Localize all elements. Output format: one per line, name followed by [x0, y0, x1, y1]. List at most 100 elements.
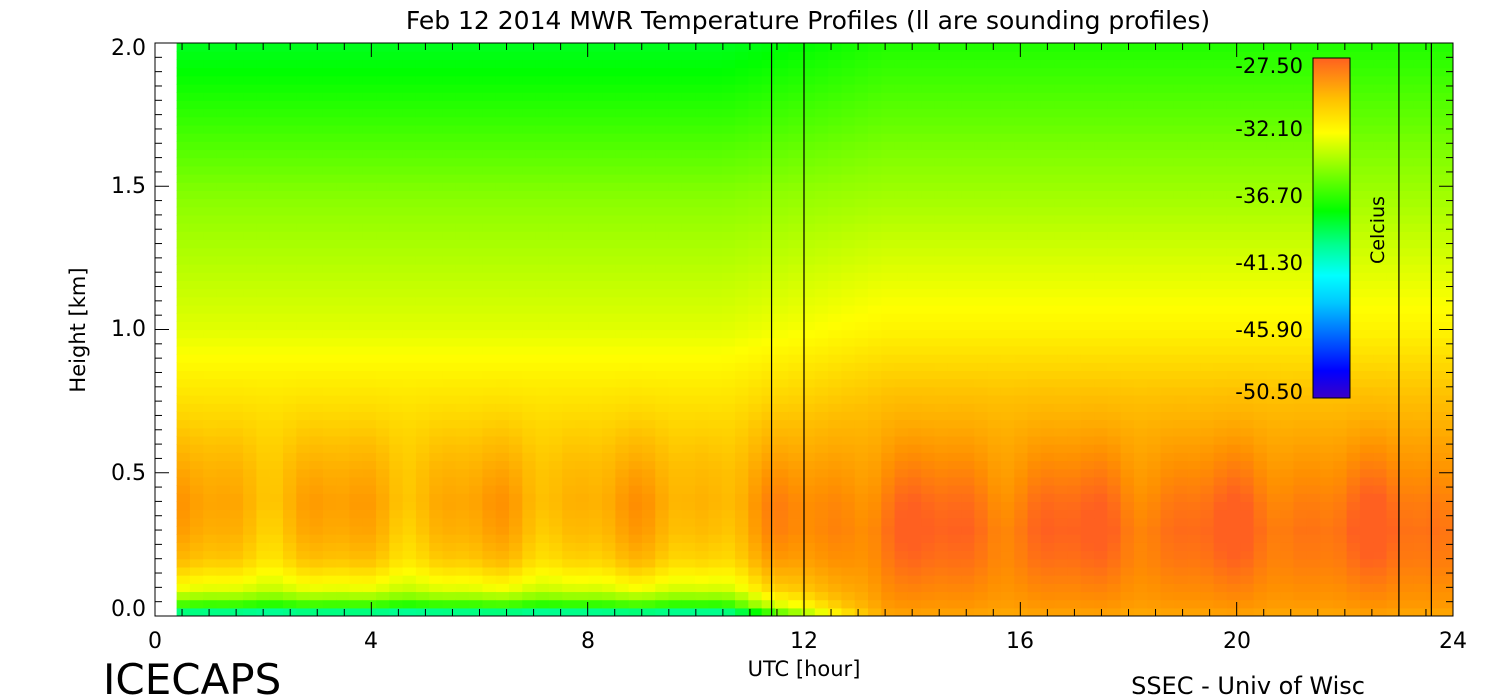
heatmap-cell: [442, 43, 457, 52]
heatmap-cell: [761, 239, 776, 249]
heatmap-cell: [1107, 542, 1122, 552]
heatmap-cell: [761, 468, 776, 478]
heatmap-cell: [907, 92, 922, 101]
heatmap-cell: [1027, 313, 1042, 322]
heatmap-cell: [588, 525, 603, 535]
heatmap-cell: [681, 231, 696, 241]
heatmap-cell: [641, 67, 656, 77]
heatmap-cell: [641, 468, 656, 478]
heatmap-cell: [921, 133, 936, 142]
heatmap-cell: [788, 133, 803, 142]
heatmap-cell: [442, 182, 457, 191]
heatmap-cell: [907, 59, 922, 69]
heatmap-cell: [389, 116, 404, 126]
heatmap-cell: [588, 452, 603, 462]
heatmap-cell: [628, 173, 643, 183]
heatmap-cell: [415, 124, 430, 134]
heatmap-cell: [748, 386, 763, 396]
heatmap-cell: [1000, 354, 1015, 363]
heatmap-cell: [655, 223, 670, 232]
heatmap-cell: [562, 542, 577, 552]
heatmap-cell: [1054, 354, 1069, 363]
heatmap-cell: [309, 288, 324, 298]
heatmap-cell: [482, 182, 497, 191]
heatmap-cell: [814, 108, 829, 118]
heatmap-cell: [1040, 452, 1055, 462]
heatmap-cell: [442, 583, 457, 593]
heatmap-cell: [841, 321, 856, 331]
heatmap-cell: [562, 264, 577, 273]
heatmap-cell: [721, 558, 736, 568]
heatmap-cell: [841, 288, 856, 298]
heatmap-cell: [735, 485, 749, 494]
heatmap-cell: [1067, 141, 1082, 151]
heatmap-cell: [961, 75, 975, 85]
heatmap-cell: [761, 378, 776, 388]
heatmap-cell: [189, 214, 204, 224]
heatmap-cell: [482, 337, 497, 347]
heatmap-cell: [482, 362, 497, 372]
heatmap-cell: [748, 493, 763, 502]
heatmap-cell: [322, 214, 337, 224]
heatmap-cell: [415, 476, 430, 486]
heatmap-cell: [309, 313, 324, 322]
heatmap-cell: [429, 100, 444, 110]
heatmap-cell: [854, 67, 869, 77]
heatmap-cell: [256, 141, 271, 151]
heatmap-cell: [628, 370, 643, 380]
heatmap-cell: [575, 452, 590, 462]
heatmap-cell: [243, 337, 258, 347]
heatmap-cell: [229, 92, 244, 101]
heatmap-cell: [283, 133, 297, 142]
heatmap-cell: [907, 411, 922, 421]
heatmap-cell: [721, 337, 736, 347]
heatmap-cell: [1000, 386, 1015, 396]
heatmap-cell: [429, 525, 444, 535]
heatmap-cell: [296, 141, 311, 151]
heatmap-cell: [588, 108, 603, 118]
heatmap-cell: [628, 591, 643, 601]
heatmap-cell: [602, 280, 616, 290]
heatmap-cell: [1040, 419, 1055, 429]
heatmap-cell: [322, 386, 337, 396]
heatmap-cell: [216, 247, 231, 257]
heatmap-cell: [455, 460, 470, 470]
heatmap-cell: [774, 108, 789, 118]
heatmap-cell: [708, 476, 723, 486]
heatmap-cell: [575, 116, 590, 126]
heatmap-cell: [469, 566, 484, 576]
heatmap-cell: [1067, 231, 1082, 241]
heatmap-cell: [442, 83, 457, 93]
heatmap-cell: [681, 255, 696, 265]
heatmap-cell: [761, 133, 776, 142]
heatmap-cell: [641, 534, 656, 543]
heatmap-cell: [894, 296, 909, 306]
heatmap-cell: [934, 255, 949, 265]
heatmap-cell: [655, 362, 670, 372]
heatmap-cell: [402, 509, 417, 519]
heatmap-cell: [495, 59, 510, 69]
heatmap-cell: [881, 116, 896, 126]
heatmap-cell: [1107, 108, 1122, 118]
heatmap-cell: [283, 386, 297, 396]
heatmap-cell: [934, 173, 949, 183]
heatmap-cell: [389, 345, 404, 355]
heatmap-cell: [907, 67, 922, 77]
heatmap-cell: [522, 460, 537, 470]
heatmap-cell: [349, 558, 364, 568]
heatmap-cell: [243, 304, 258, 314]
heatmap-cell: [655, 280, 670, 290]
heatmap-cell: [774, 133, 789, 142]
heatmap-cell: [495, 566, 510, 576]
heatmap-cell: [309, 444, 324, 453]
heatmap-cell: [841, 575, 856, 584]
heatmap-cell: [641, 509, 656, 519]
heatmap-cell: [362, 345, 377, 355]
heatmap-cell: [336, 444, 351, 453]
heatmap-cell: [562, 165, 577, 175]
heatmap-cell: [283, 329, 297, 339]
heatmap-cell: [695, 67, 710, 77]
heatmap-cell: [336, 460, 351, 470]
heatmap-cell: [801, 403, 816, 412]
heatmap-cell: [176, 362, 191, 372]
